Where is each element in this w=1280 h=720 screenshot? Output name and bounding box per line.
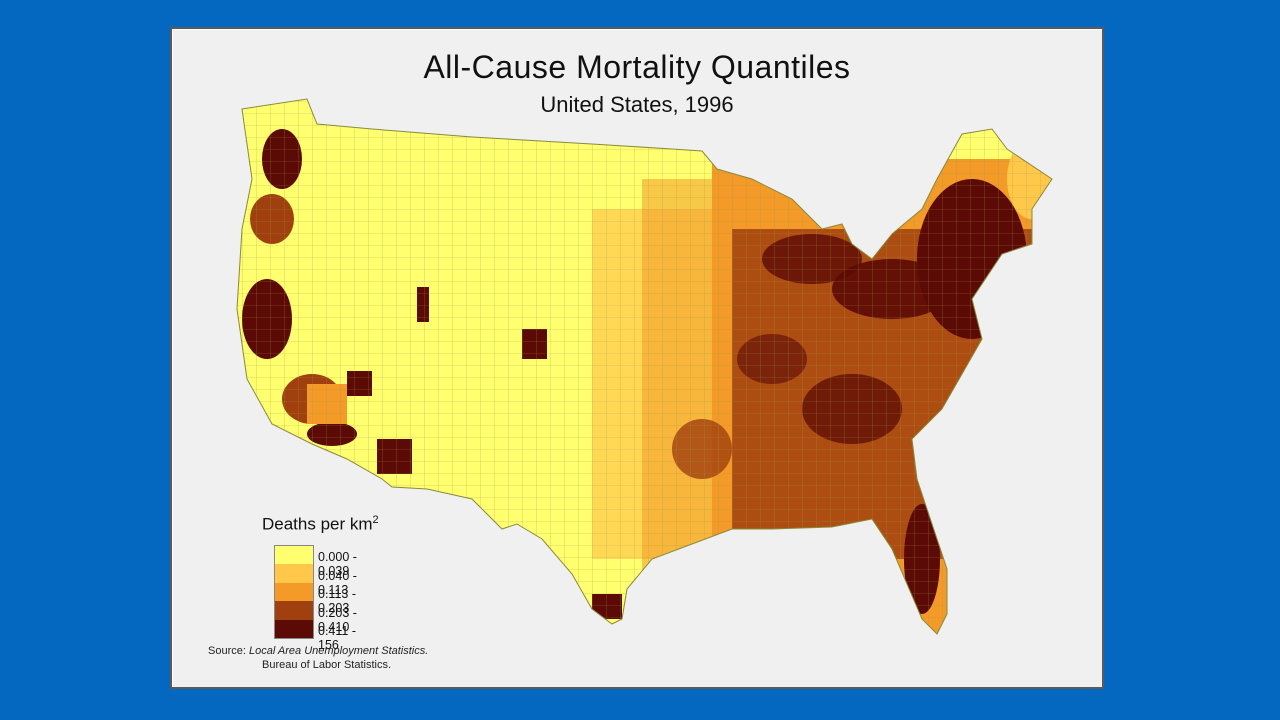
legend-swatch-1	[275, 545, 313, 565]
source-org: Bureau of Labor Statistics.	[262, 659, 392, 671]
legend-title: Deaths per km2	[262, 514, 379, 534]
map-panel: All-Cause Mortality Quantiles United Sta…	[170, 27, 1104, 689]
legend-label-5: 0.411 - 156	[318, 624, 356, 652]
legend-label-2: 0.040 - 0.113	[318, 568, 357, 597]
source-title: Local Area Unemployment Statistics.	[248, 645, 429, 657]
map-subtitle: United States, 1996	[540, 92, 734, 117]
map-title: All-Cause Mortality Quantiles	[423, 49, 851, 85]
legend-label-4: 0.203 - 0.410	[318, 605, 357, 634]
legend: Deaths per km2 0.000 - 0.039 0.040 - 0.1…	[262, 514, 379, 652]
legend-swatch-3	[275, 582, 313, 602]
source-line: Source: Local Area Unemployment Statisti…	[208, 645, 429, 657]
legend-swatch-5	[275, 619, 313, 639]
legend-swatches	[274, 544, 314, 640]
legend-swatch-4	[275, 601, 313, 620]
us-county-choropleth	[236, 98, 1053, 635]
legend-label-1: 0.000 - 0.039	[318, 550, 357, 578]
legend-label-3: 0.113 - 0.203	[318, 587, 356, 615]
legend-swatch-2	[275, 564, 313, 583]
